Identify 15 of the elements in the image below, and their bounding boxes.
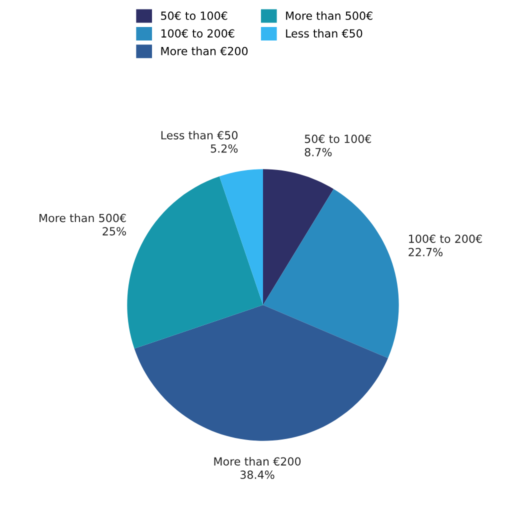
legend-label: 50€ to 100€ [161,12,228,20]
slice-label: 50€ to 100€ [304,134,372,144]
slice-label: More than 500€ [40,214,126,222]
slice-label: Less than €50 [161,130,238,140]
data-label: 5.2% [210,144,238,153]
data-label: 22.7% [408,248,443,256]
data-label: 8.7% [304,148,332,156]
slice-label: More than €200 [214,457,301,466]
data-label: 38.4% [240,470,274,479]
legend-label: Less than €50 [286,29,362,38]
slice-label: 100€ to 200€ [409,234,482,243]
legend-label: More than €200 [161,46,248,56]
legend-label: 100€ to 200€ [161,29,234,38]
legend-label: More than 500€ [286,11,372,20]
data-label: 25% [102,227,126,236]
